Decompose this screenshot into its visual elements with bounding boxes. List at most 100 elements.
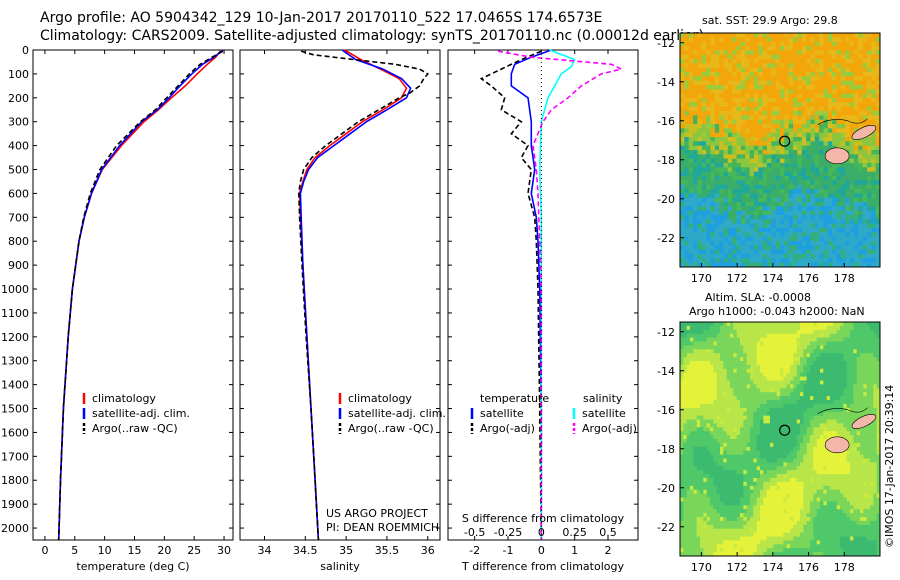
map-cell — [801, 46, 807, 51]
map-cell — [850, 372, 854, 377]
map-cell — [753, 206, 759, 212]
map-cell — [875, 210, 881, 216]
map-cell — [816, 442, 821, 448]
map-cell — [814, 67, 820, 73]
map-cell — [836, 357, 841, 362]
map-cell — [700, 322, 704, 327]
map-cell — [845, 197, 850, 203]
map-cell — [770, 423, 774, 428]
map-cell — [850, 396, 854, 401]
map-cell — [801, 193, 807, 199]
map-cell — [750, 446, 754, 452]
map-cell — [853, 400, 858, 405]
map-cell — [780, 41, 785, 47]
map-cell — [836, 333, 841, 338]
map-cell — [856, 364, 861, 370]
map-cell — [833, 411, 838, 416]
map-cell — [680, 435, 684, 440]
map-cell — [770, 462, 774, 467]
map-cell — [806, 93, 811, 99]
map-cell — [766, 72, 772, 77]
map-cell — [801, 85, 807, 90]
map-cell — [783, 403, 788, 409]
map-cell — [713, 388, 718, 393]
map-cell — [845, 241, 850, 246]
map-cell — [775, 145, 781, 151]
map-cell — [816, 349, 821, 354]
map-cell — [746, 341, 751, 346]
map-cell — [740, 435, 744, 440]
map-cell — [871, 241, 877, 246]
map-cell — [845, 215, 850, 220]
map-cell — [736, 193, 742, 199]
map-cell — [786, 442, 791, 448]
map-cell — [853, 163, 859, 168]
map-cell — [723, 41, 729, 47]
map-cell — [814, 197, 820, 203]
map-cell — [684, 132, 690, 138]
map-cell — [736, 232, 742, 238]
map-cell — [853, 98, 859, 103]
map-cell — [720, 396, 724, 401]
map-cell — [832, 167, 837, 173]
map-cell — [871, 46, 877, 51]
map-cell — [790, 407, 794, 413]
map-cell — [875, 54, 881, 60]
map-cell — [710, 325, 714, 331]
map-cell — [780, 384, 784, 389]
map-cell — [714, 158, 720, 164]
map-cell — [684, 59, 690, 64]
map-cell — [775, 258, 781, 264]
map-cell — [714, 258, 720, 264]
map-cell — [693, 442, 698, 448]
map-cell — [853, 322, 858, 327]
map-cell — [823, 41, 829, 47]
map-cell — [701, 241, 707, 246]
map-cell — [745, 102, 750, 108]
map-cell — [713, 376, 718, 381]
map-cell — [762, 119, 768, 125]
map-cell — [749, 228, 755, 233]
map-cell — [816, 396, 821, 401]
map-cell — [793, 119, 798, 125]
map-cell — [810, 419, 814, 424]
map-cell — [710, 245, 716, 251]
map-cell — [716, 431, 721, 436]
map-cell — [733, 442, 738, 448]
map-cell — [719, 137, 724, 142]
map-cell — [693, 124, 698, 129]
map-cell — [706, 206, 711, 212]
map-cell — [793, 254, 798, 259]
map-cell — [860, 325, 864, 331]
map-cell — [826, 400, 831, 405]
map-cell — [826, 353, 831, 358]
map-cell — [833, 458, 838, 463]
map-cell — [853, 167, 859, 173]
map-cell — [853, 145, 859, 151]
map-cell — [814, 180, 820, 186]
map-cell — [871, 85, 877, 90]
map-cell — [713, 400, 718, 405]
map-cell — [793, 102, 798, 108]
map-cell — [753, 329, 758, 335]
x-tick-label: 20 — [157, 544, 171, 557]
map-cell — [853, 262, 859, 268]
map-cell — [766, 202, 772, 207]
map-cell — [870, 380, 874, 385]
map-cell — [684, 111, 690, 116]
map-cell — [860, 458, 864, 463]
map-cell — [813, 376, 818, 381]
map-cell — [784, 115, 790, 121]
map-cell — [827, 141, 833, 147]
map-cell — [871, 258, 877, 264]
map-cell — [845, 141, 850, 147]
map-cell — [762, 158, 768, 164]
map-cell — [866, 403, 871, 409]
map-cell — [750, 376, 754, 381]
map-cell — [833, 462, 838, 467]
map-cell — [806, 141, 811, 147]
map-cell — [776, 372, 781, 377]
map-cell — [730, 325, 734, 331]
s-axis-label: S difference from climatology — [462, 512, 625, 525]
map-cell — [783, 462, 788, 467]
